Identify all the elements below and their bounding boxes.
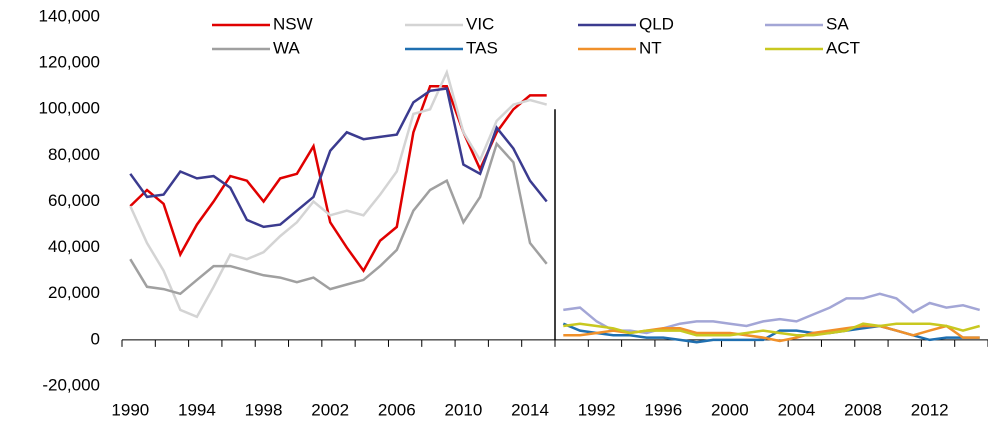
- series-line: [129, 87, 548, 229]
- legend-label: ACT: [826, 38, 860, 57]
- series-line: [563, 324, 980, 343]
- series-line: [129, 141, 548, 296]
- x-tick-label: 2000: [711, 400, 749, 419]
- x-tick-label: 2010: [444, 400, 482, 419]
- x-tick-label: 2006: [378, 400, 416, 419]
- y-tick-label: 60,000: [48, 191, 100, 210]
- series-line: [129, 84, 547, 274]
- legend-label: SA: [826, 14, 849, 33]
- x-tick-label: 2004: [778, 400, 816, 419]
- legend-label: VIC: [466, 14, 494, 33]
- legend-label: QLD: [639, 14, 674, 33]
- x-tick-label: 1994: [178, 400, 216, 419]
- y-tick-label: 120,000: [39, 53, 100, 72]
- y-tick-label: 20,000: [48, 283, 100, 302]
- x-tick-label: 2008: [844, 400, 882, 419]
- x-tick-label: 1998: [245, 400, 283, 419]
- x-tick-label: 1992: [578, 400, 616, 419]
- y-tick-label: -20,000: [42, 375, 100, 394]
- y-tick-label: 100,000: [39, 99, 100, 118]
- legend-label: WA: [273, 38, 300, 57]
- x-tick-label: 1996: [644, 400, 682, 419]
- y-tick-label: 0: [91, 329, 100, 348]
- y-tick-label: 140,000: [39, 6, 100, 25]
- y-tick-label: 80,000: [48, 145, 100, 164]
- legend-label: NSW: [273, 14, 313, 33]
- x-tick-label: 2014: [511, 400, 549, 419]
- y-tick-label: 40,000: [48, 237, 100, 256]
- series-line: [563, 322, 981, 337]
- x-tick-label: 2012: [911, 400, 949, 419]
- x-tick-label: 1990: [111, 400, 149, 419]
- legend-label: NT: [639, 38, 662, 57]
- series-line: [563, 292, 981, 335]
- legend-label: TAS: [466, 38, 498, 57]
- x-tick-label: 2002: [311, 400, 349, 419]
- series-line: [129, 68, 548, 319]
